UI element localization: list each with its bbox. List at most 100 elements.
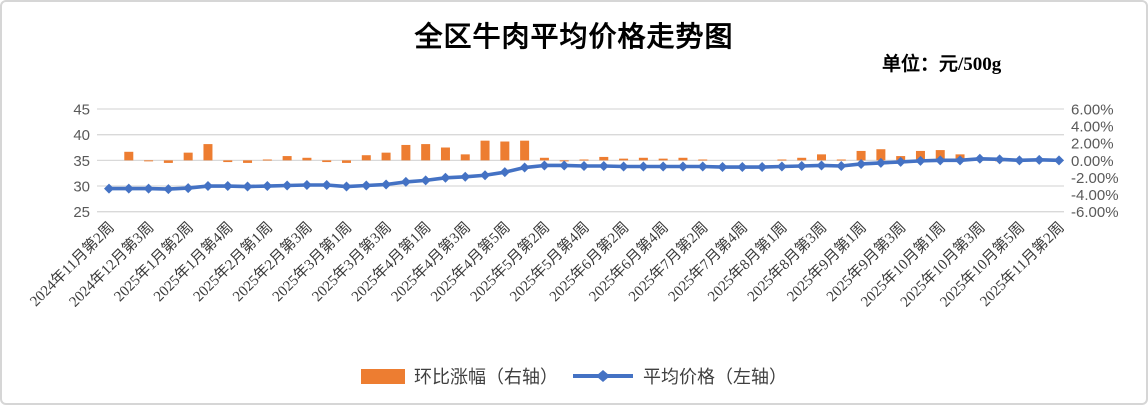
bar bbox=[203, 144, 213, 161]
bar bbox=[797, 157, 807, 161]
line-marker-diamond bbox=[935, 155, 946, 166]
bar bbox=[836, 159, 846, 161]
legend-item-bar-series: 环比涨幅（右轴） bbox=[361, 363, 558, 389]
line-marker-diamond bbox=[1054, 155, 1064, 166]
bar bbox=[124, 151, 134, 161]
line-marker-diamond bbox=[717, 162, 728, 173]
line-marker-diamond bbox=[104, 183, 114, 194]
bar-series-swatch-icon bbox=[361, 368, 405, 384]
bar bbox=[282, 156, 292, 161]
bar bbox=[342, 160, 351, 163]
line-marker-diamond bbox=[519, 162, 530, 173]
line-marker-diamond bbox=[618, 161, 629, 172]
line-series-swatch-icon bbox=[573, 370, 633, 382]
legend-item-line-series: 平均价格（左轴） bbox=[572, 363, 787, 389]
unit-label: 单位：元/500g bbox=[882, 54, 1002, 75]
bar bbox=[163, 160, 173, 163]
line-marker-diamond bbox=[915, 155, 926, 166]
bar bbox=[817, 154, 826, 161]
line-marker-diamond bbox=[321, 179, 332, 190]
line-marker-diamond bbox=[222, 181, 233, 192]
line-marker-diamond bbox=[737, 162, 748, 173]
bar bbox=[876, 149, 886, 161]
line-marker-diamond bbox=[816, 160, 827, 171]
bar-series bbox=[124, 140, 1044, 163]
bar bbox=[539, 157, 549, 161]
bar bbox=[480, 140, 490, 161]
line-marker-diamond bbox=[955, 155, 966, 166]
bar bbox=[302, 157, 312, 161]
line-marker-diamond bbox=[559, 160, 570, 171]
line-marker-diamond bbox=[183, 183, 194, 194]
line-marker-diamond bbox=[480, 170, 491, 181]
bar bbox=[401, 144, 411, 161]
line-marker-diamond bbox=[856, 158, 867, 169]
y-axis-right-tick-label: 6.00% bbox=[1071, 102, 1114, 119]
line-marker-diamond bbox=[361, 180, 372, 191]
line-marker-diamond bbox=[420, 175, 431, 186]
line-series bbox=[104, 153, 1064, 195]
bar bbox=[262, 159, 272, 161]
line-marker-diamond bbox=[163, 184, 174, 195]
bar bbox=[579, 159, 589, 161]
line-marker-diamond bbox=[282, 180, 293, 191]
bar bbox=[599, 156, 609, 161]
line-marker-diamond bbox=[301, 179, 312, 190]
line-marker-diamond bbox=[796, 160, 807, 171]
line-marker-diamond bbox=[757, 162, 768, 173]
bar bbox=[243, 160, 253, 163]
bar bbox=[500, 141, 510, 161]
bar bbox=[183, 152, 193, 161]
line-marker-diamond bbox=[143, 183, 154, 194]
chart-legend: 环比涨幅（右轴） 平均价格（左轴） bbox=[2, 363, 1146, 389]
y-axis-right-tick-label: -4.00% bbox=[1071, 187, 1119, 204]
y-axis-right-tick-label: 0.00% bbox=[1071, 153, 1114, 170]
line-marker-diamond bbox=[539, 160, 550, 171]
line-marker-diamond bbox=[262, 181, 273, 192]
bar bbox=[440, 147, 450, 161]
line-marker-diamond bbox=[1034, 154, 1045, 165]
y-axis-right-tick-label: 4.00% bbox=[1071, 119, 1114, 136]
bar bbox=[144, 160, 154, 162]
legend-bar-label: 环比涨幅（右轴） bbox=[414, 367, 558, 387]
line-marker-diamond bbox=[242, 181, 253, 192]
line-marker-diamond bbox=[400, 176, 411, 187]
bar bbox=[361, 155, 371, 161]
line-marker-diamond bbox=[677, 161, 688, 172]
y-axis-left-tick-label: 40 bbox=[73, 127, 90, 144]
line-marker-diamond bbox=[836, 160, 847, 171]
y-axis-right-tick-label: -6.00% bbox=[1071, 204, 1119, 221]
bar bbox=[520, 140, 530, 161]
bar bbox=[777, 159, 787, 161]
chart-title: 全区牛肉平均价格走势图 bbox=[414, 22, 734, 53]
line-marker-diamond bbox=[658, 161, 669, 172]
y-axis-right-tick-label: -2.00% bbox=[1071, 170, 1119, 187]
legend-line-label: 平均价格（左轴） bbox=[643, 367, 787, 387]
bar bbox=[381, 152, 391, 161]
bar bbox=[322, 160, 332, 163]
y-axis-left-tick-label: 30 bbox=[73, 179, 90, 196]
line-marker-diamond bbox=[202, 181, 213, 192]
bar bbox=[698, 159, 708, 161]
bar bbox=[658, 158, 668, 161]
y-axis-right: 6.00%4.00%2.00%0.00%-2.00%-4.00%-6.00% bbox=[1071, 102, 1119, 222]
line-marker-diamond bbox=[974, 153, 985, 164]
line-marker-diamond bbox=[123, 183, 134, 194]
line-marker-diamond bbox=[776, 161, 787, 172]
bar bbox=[935, 150, 945, 161]
bar bbox=[678, 157, 688, 161]
x-axis-labels: 2024年11月第2周2024年12月第3周2025年1月第2周2025年1月第… bbox=[26, 218, 1068, 310]
line-marker-diamond bbox=[895, 156, 906, 167]
line-marker-diamond bbox=[697, 161, 708, 172]
y-axis-left: 45 40 35 30 25 bbox=[73, 102, 90, 222]
line-marker-diamond bbox=[440, 172, 451, 183]
bar bbox=[421, 144, 431, 161]
bar bbox=[223, 160, 233, 163]
bar bbox=[856, 150, 866, 161]
line-marker-diamond bbox=[460, 171, 471, 182]
line-marker-diamond bbox=[499, 167, 510, 178]
line-marker-diamond bbox=[341, 181, 352, 192]
bar bbox=[460, 154, 470, 161]
